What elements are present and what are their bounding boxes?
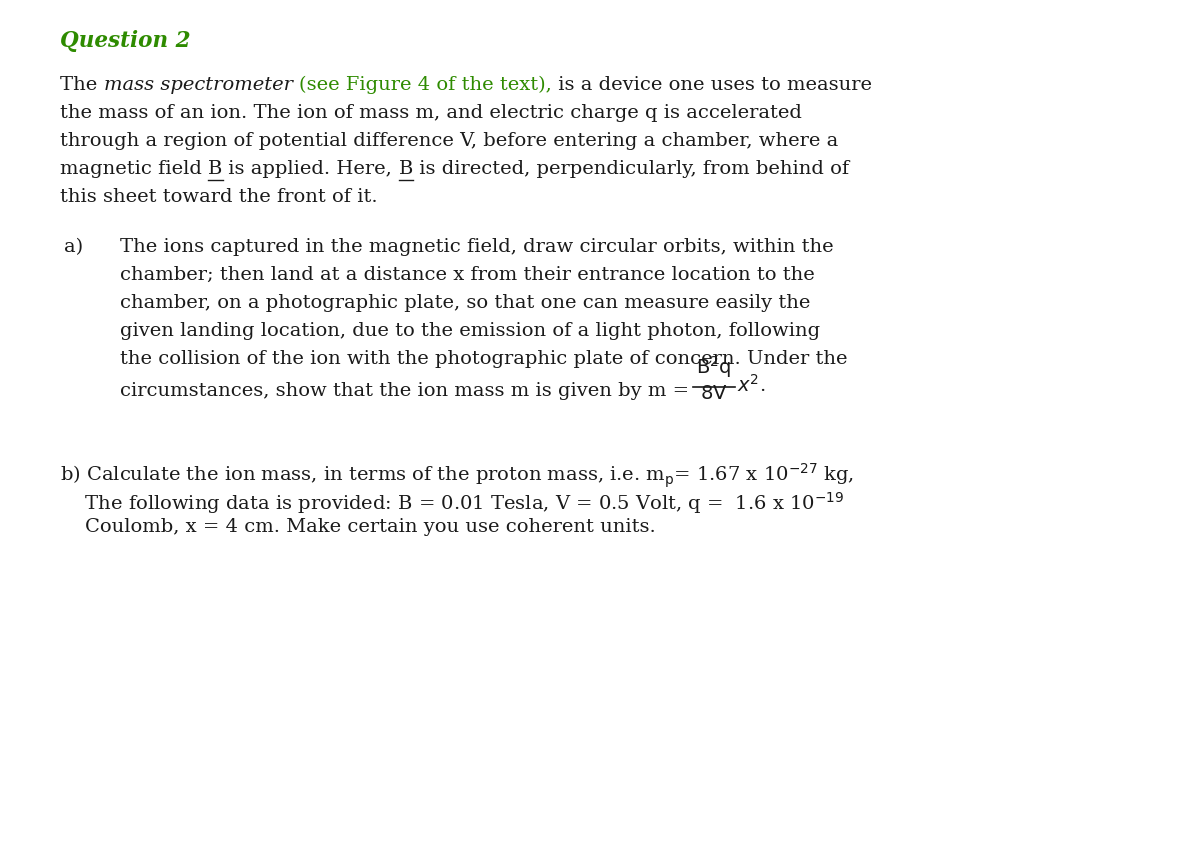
Text: (see Figure 4 of the text),: (see Figure 4 of the text),: [299, 76, 552, 94]
Text: is applied. Here,: is applied. Here,: [222, 160, 398, 178]
Text: chamber, on a photographic plate, so that one can measure easily the: chamber, on a photographic plate, so tha…: [120, 294, 810, 312]
Text: the mass of an ion. The ion of mass m, and electric charge q is accelerated: the mass of an ion. The ion of mass m, a…: [60, 104, 802, 122]
Text: is directed, perpendicularly, from behind of: is directed, perpendicularly, from behin…: [413, 160, 850, 178]
Text: through a region of potential difference V, before entering a chamber, where a: through a region of potential difference…: [60, 132, 839, 150]
Text: b) Calculate the ion mass, in terms of the proton mass, i.e. m$_\mathrm{p}$= 1.6: b) Calculate the ion mass, in terms of t…: [60, 462, 854, 490]
Text: the collision of the ion with the photographic plate of concern. Under the: the collision of the ion with the photog…: [120, 350, 847, 368]
Text: circumstances, show that the ion mass m is given by m =: circumstances, show that the ion mass m …: [120, 382, 689, 400]
Text: Coulomb, x = 4 cm. Make certain you use coherent units.: Coulomb, x = 4 cm. Make certain you use …: [60, 518, 655, 536]
Text: chamber; then land at a distance x from their entrance location to the: chamber; then land at a distance x from …: [120, 266, 815, 284]
Text: $x^2$.: $x^2$.: [737, 374, 766, 396]
Text: this sheet toward the front of it.: this sheet toward the front of it.: [60, 188, 378, 206]
Text: The ions captured in the magnetic field, draw circular orbits, within the: The ions captured in the magnetic field,…: [120, 238, 834, 256]
Text: The following data is provided: B = 0.01 Tesla, V = 0.5 Volt, q =  1.6 x 10$^{-1: The following data is provided: B = 0.01…: [60, 490, 845, 516]
Text: B: B: [398, 160, 413, 178]
Text: magnetic field: magnetic field: [60, 160, 208, 178]
Text: B: B: [208, 160, 222, 178]
Text: is a device one uses to measure: is a device one uses to measure: [552, 76, 871, 94]
Text: mass spectrometer: mass spectrometer: [103, 76, 293, 94]
Text: a): a): [64, 238, 83, 256]
Text: $\mathrm{B^2q}$: $\mathrm{B^2q}$: [696, 354, 732, 380]
Text: The: The: [60, 76, 103, 94]
Text: given landing location, due to the emission of a light photon, following: given landing location, due to the emiss…: [120, 322, 820, 340]
Text: Question 2: Question 2: [60, 30, 191, 52]
Text: $\mathrm{8V}$: $\mathrm{8V}$: [700, 385, 727, 403]
